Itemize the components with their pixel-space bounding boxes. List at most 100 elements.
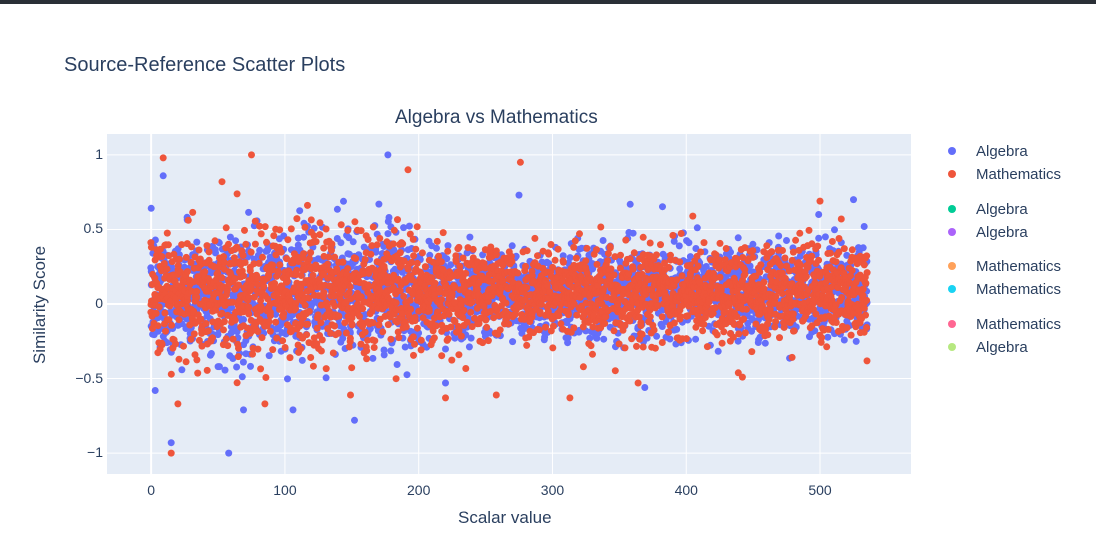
scatter-point-mathematics[interactable] — [231, 316, 239, 324]
scatter-point-algebra[interactable] — [515, 191, 523, 199]
scatter-point-mathematics[interactable] — [209, 318, 217, 326]
scatter-point-mathematics[interactable] — [438, 296, 445, 304]
scatter-point-mathematics[interactable] — [249, 350, 256, 358]
scatter-point-mathematics[interactable] — [392, 375, 400, 383]
scatter-point-algebra[interactable] — [840, 336, 848, 344]
scatter-point-mathematics[interactable] — [258, 334, 266, 342]
scatter-point-mathematics[interactable] — [697, 248, 705, 256]
scatter-point-mathematics[interactable] — [370, 344, 378, 351]
scatter-point-mathematics[interactable] — [344, 265, 352, 273]
scatter-point-mathematics[interactable] — [407, 305, 415, 313]
scatter-point-mathematics[interactable] — [373, 241, 381, 249]
scatter-point-algebra[interactable] — [240, 406, 247, 414]
scatter-point-algebra[interactable] — [859, 244, 867, 252]
scatter-point-mathematics[interactable] — [269, 346, 277, 354]
scatter-point-algebra[interactable] — [167, 439, 175, 447]
scatter-point-mathematics[interactable] — [218, 309, 226, 317]
scatter-point-mathematics[interactable] — [630, 249, 638, 257]
scatter-point-mathematics[interactable] — [579, 363, 587, 371]
scatter-point-mathematics[interactable] — [224, 342, 232, 350]
scatter-point-mathematics[interactable] — [307, 354, 315, 361]
scatter-point-algebra[interactable] — [226, 233, 234, 241]
scatter-point-mathematics[interactable] — [247, 283, 255, 291]
scatter-point-mathematics[interactable] — [231, 275, 239, 283]
scatter-point-mathematics[interactable] — [457, 332, 465, 340]
scatter-point-mathematics[interactable] — [749, 253, 757, 261]
scatter-point-mathematics[interactable] — [522, 262, 529, 270]
scatter-point-mathematics[interactable] — [202, 320, 210, 327]
scatter-point-mathematics[interactable] — [546, 288, 554, 296]
scatter-point-mathematics[interactable] — [384, 321, 392, 329]
scatter-point-algebra[interactable] — [245, 208, 253, 216]
scatter-point-algebra[interactable] — [559, 252, 567, 260]
scatter-point-mathematics[interactable] — [250, 260, 258, 268]
scatter-point-mathematics[interactable] — [263, 238, 270, 246]
scatter-point-algebra[interactable] — [451, 334, 459, 342]
scatter-point-mathematics[interactable] — [346, 283, 354, 291]
scatter-point-mathematics[interactable] — [361, 256, 369, 263]
scatter-point-algebra[interactable] — [860, 223, 868, 230]
scatter-point-mathematics[interactable] — [651, 344, 659, 352]
scatter-point-mathematics[interactable] — [348, 364, 356, 372]
scatter-point-mathematics[interactable] — [622, 236, 630, 244]
scatter-point-mathematics[interactable] — [324, 260, 332, 268]
scatter-point-mathematics[interactable] — [187, 335, 195, 343]
scatter-point-mathematics[interactable] — [741, 329, 749, 337]
scatter-point-mathematics[interactable] — [626, 255, 634, 263]
scatter-point-algebra[interactable] — [685, 239, 693, 247]
scatter-point-mathematics[interactable] — [189, 208, 197, 216]
scatter-point-mathematics[interactable] — [220, 259, 228, 267]
scatter-point-algebra[interactable] — [340, 197, 347, 205]
scatter-point-mathematics[interactable] — [239, 252, 247, 259]
scatter-point-mathematics[interactable] — [455, 243, 463, 251]
scatter-point-mathematics[interactable] — [250, 293, 258, 301]
scatter-point-mathematics[interactable] — [469, 245, 477, 253]
scatter-point-algebra[interactable] — [151, 387, 159, 394]
scatter-point-mathematics[interactable] — [223, 288, 231, 296]
scatter-point-mathematics[interactable] — [209, 334, 216, 342]
scatter-point-algebra[interactable] — [586, 334, 594, 342]
scatter-point-mathematics[interactable] — [245, 310, 253, 318]
scatter-point-mathematics[interactable] — [387, 335, 395, 343]
scatter-point-mathematics[interactable] — [733, 255, 741, 263]
scatter-point-mathematics[interactable] — [251, 240, 259, 248]
scatter-point-mathematics[interactable] — [352, 255, 360, 262]
scatter-point-mathematics[interactable] — [741, 270, 749, 278]
scatter-point-mathematics[interactable] — [245, 293, 253, 301]
scatter-point-mathematics[interactable] — [496, 326, 504, 334]
scatter-point-mathematics[interactable] — [639, 343, 647, 351]
scatter-point-mathematics[interactable] — [572, 254, 580, 262]
scatter-point-mathematics[interactable] — [369, 223, 377, 231]
scatter-point-algebra[interactable] — [509, 338, 517, 346]
scatter-point-mathematics[interactable] — [523, 247, 531, 255]
scatter-point-mathematics[interactable] — [502, 299, 510, 307]
scatter-point-mathematics[interactable] — [230, 254, 238, 262]
scatter-point-algebra[interactable] — [322, 374, 330, 382]
scatter-point-mathematics[interactable] — [195, 336, 203, 344]
scatter-point-mathematics[interactable] — [412, 245, 420, 253]
scatter-point-mathematics[interactable] — [361, 328, 369, 336]
scatter-point-algebra[interactable] — [351, 416, 358, 424]
scatter-point-algebra[interactable] — [852, 337, 860, 345]
scatter-point-mathematics[interactable] — [606, 244, 614, 252]
scatter-point-algebra[interactable] — [384, 151, 392, 159]
scatter-point-mathematics[interactable] — [722, 245, 730, 252]
scatter-point-algebra[interactable] — [641, 384, 649, 391]
scatter-point-mathematics[interactable] — [694, 262, 702, 270]
scatter-point-mathematics[interactable] — [456, 262, 464, 270]
scatter-point-mathematics[interactable] — [559, 257, 567, 265]
scatter-point-mathematics[interactable] — [646, 313, 654, 321]
scatter-point-algebra[interactable] — [749, 240, 757, 248]
scatter-point-mathematics[interactable] — [716, 239, 724, 247]
scatter-point-mathematics[interactable] — [437, 258, 445, 266]
scatter-point-mathematics[interactable] — [220, 326, 227, 334]
scatter-point-mathematics[interactable] — [669, 231, 677, 239]
scatter-point-mathematics[interactable] — [542, 323, 549, 331]
scatter-point-mathematics[interactable] — [286, 354, 294, 362]
scatter-point-mathematics[interactable] — [482, 316, 490, 324]
scatter-point-mathematics[interactable] — [411, 313, 419, 321]
scatter-point-mathematics[interactable] — [247, 248, 255, 256]
scatter-point-mathematics[interactable] — [344, 226, 352, 234]
scatter-point-algebra[interactable] — [666, 335, 674, 343]
scatter-point-mathematics[interactable] — [292, 305, 300, 312]
